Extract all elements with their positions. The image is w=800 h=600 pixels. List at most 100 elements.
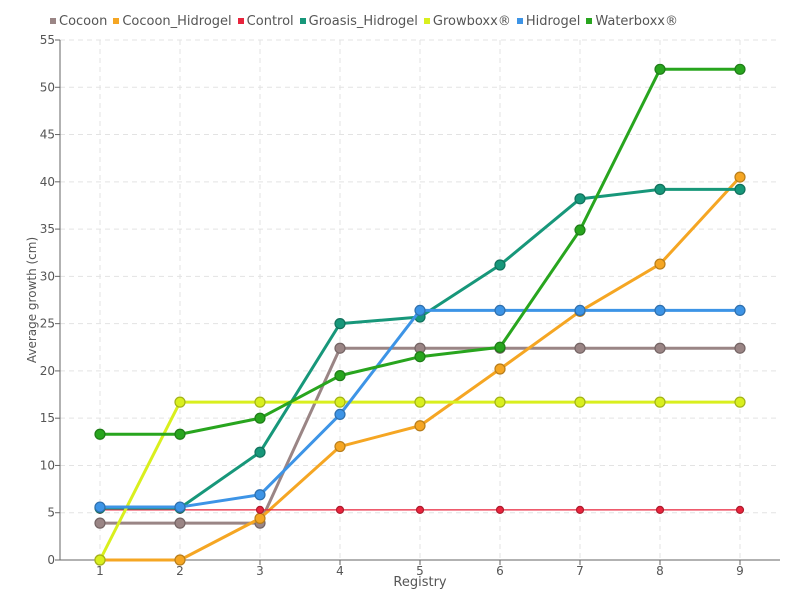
y-tick-label: 50 <box>40 80 55 94</box>
data-point[interactable] <box>734 342 746 354</box>
data-point[interactable] <box>94 501 106 513</box>
data-point[interactable] <box>174 501 186 513</box>
data-point[interactable] <box>735 505 745 514</box>
data-point[interactable] <box>254 396 266 408</box>
legend-label: Groasis_Hidrogel <box>308 13 418 29</box>
series-cocoon <box>94 342 746 529</box>
x-tick-label: 8 <box>656 564 664 578</box>
data-point[interactable] <box>254 446 266 458</box>
y-tick-label: 0 <box>47 553 55 567</box>
data-point[interactable] <box>414 351 426 363</box>
data-point[interactable] <box>174 554 186 566</box>
legend-item[interactable]: Groasis_Hidrogel <box>299 13 418 29</box>
data-point[interactable] <box>654 396 666 408</box>
x-tick-label: 3 <box>256 564 264 578</box>
data-point[interactable] <box>334 318 346 330</box>
x-axis-label: Registry <box>393 575 447 590</box>
data-point[interactable] <box>494 363 506 375</box>
data-point[interactable] <box>254 412 266 424</box>
series-growboxx- <box>94 396 746 566</box>
data-point[interactable] <box>734 63 746 75</box>
data-point[interactable] <box>734 304 746 316</box>
data-point[interactable] <box>734 171 746 183</box>
legend-swatch <box>586 18 593 24</box>
legend-item[interactable]: Growboxx® <box>423 14 511 29</box>
data-point[interactable] <box>174 428 186 440</box>
y-tick-label: 35 <box>40 222 55 236</box>
data-point[interactable] <box>414 420 426 432</box>
data-point[interactable] <box>494 341 506 353</box>
data-point[interactable] <box>734 183 746 195</box>
data-point[interactable] <box>574 304 586 316</box>
y-tick-label: 30 <box>40 269 55 283</box>
data-point[interactable] <box>655 505 665 514</box>
data-point[interactable] <box>654 258 666 270</box>
legend-swatch <box>113 18 120 24</box>
data-point[interactable] <box>654 342 666 354</box>
legend-label: Cocoon <box>59 13 108 29</box>
grid <box>60 39 780 560</box>
series-layer <box>94 63 746 566</box>
data-point[interactable] <box>174 517 186 529</box>
y-tick-label: 10 <box>40 458 55 472</box>
y-tick-label: 45 <box>40 128 55 142</box>
data-point[interactable] <box>574 396 586 408</box>
data-point[interactable] <box>334 370 346 382</box>
series-control <box>95 505 745 514</box>
legend-item[interactable]: Hidrogel <box>516 13 581 29</box>
data-point[interactable] <box>254 512 266 525</box>
legend-label: Waterboxx® <box>595 13 678 29</box>
x-tick-label: 9 <box>736 564 744 578</box>
legend: Cocoon Cocoon_Hidrogel Control Groasis_Hidr… <box>50 11 684 31</box>
data-point[interactable] <box>335 505 345 514</box>
y-tick-label: 40 <box>40 175 55 189</box>
data-point[interactable] <box>334 440 346 453</box>
y-tick-label: 55 <box>40 33 55 47</box>
data-point[interactable] <box>334 342 346 354</box>
legend-item[interactable]: Waterboxx® <box>586 14 678 29</box>
y-axis-label: Average growth (cm) <box>25 237 39 363</box>
legend-swatch <box>423 18 430 24</box>
y-tick-label: 5 <box>47 506 55 520</box>
data-point[interactable] <box>414 396 426 408</box>
data-point[interactable] <box>414 304 426 316</box>
data-point[interactable] <box>574 193 586 205</box>
data-point[interactable] <box>494 259 506 271</box>
data-point[interactable] <box>334 396 346 408</box>
data-point[interactable] <box>494 304 506 316</box>
x-tick-label: 1 <box>96 564 104 578</box>
data-point[interactable] <box>654 63 666 75</box>
data-point[interactable] <box>254 489 266 501</box>
legend-swatch <box>50 18 56 24</box>
y-tick-label: 15 <box>40 411 55 425</box>
data-point[interactable] <box>654 183 666 195</box>
x-tick-label: 5 <box>416 564 424 578</box>
data-point[interactable] <box>94 517 106 529</box>
data-point[interactable] <box>734 396 746 408</box>
legend-label: Hidrogel <box>525 13 581 29</box>
data-point[interactable] <box>575 505 585 514</box>
data-point[interactable] <box>574 224 586 236</box>
data-point[interactable] <box>495 505 505 514</box>
data-point[interactable] <box>255 505 265 514</box>
legend-item[interactable]: Cocoon_Hidrogel <box>113 13 232 29</box>
data-point[interactable] <box>94 554 106 566</box>
x-tick-label: 4 <box>336 564 344 578</box>
data-point[interactable] <box>574 342 586 354</box>
series-hidrogel <box>94 304 746 513</box>
data-point[interactable] <box>415 505 425 514</box>
data-point[interactable] <box>494 396 506 408</box>
legend-item[interactable]: Control <box>237 13 294 29</box>
legend-item[interactable]: Cocoon <box>50 14 107 29</box>
data-point[interactable] <box>174 396 186 408</box>
y-tick-label: 20 <box>40 364 55 378</box>
series-waterboxx- <box>94 63 746 440</box>
x-tick-label: 6 <box>496 564 504 578</box>
data-point[interactable] <box>334 408 346 420</box>
data-point[interactable] <box>654 304 666 316</box>
legend-label: Control <box>246 13 294 29</box>
data-point[interactable] <box>94 428 106 440</box>
legend-label: Cocoon_Hidrogel <box>122 13 232 29</box>
